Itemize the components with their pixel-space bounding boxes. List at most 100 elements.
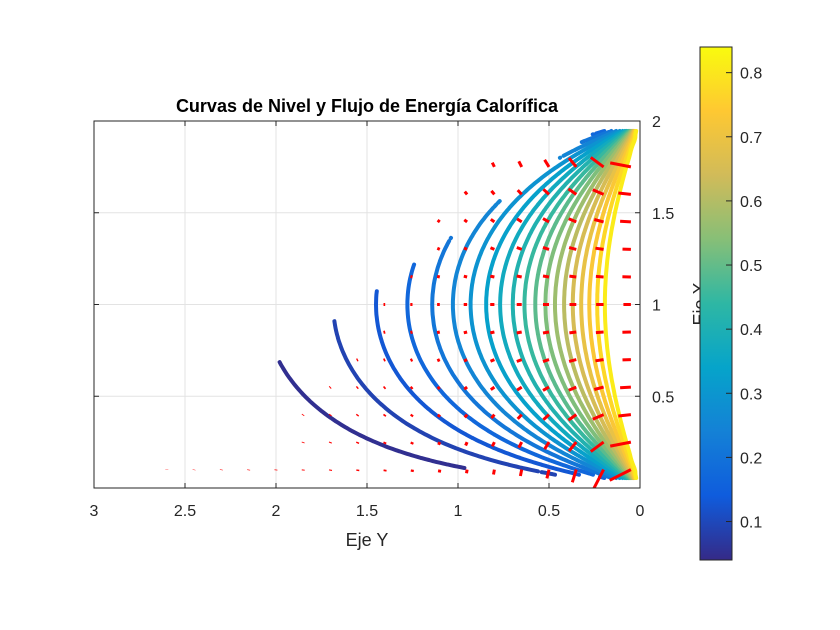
flow-arrow xyxy=(301,413,305,417)
flow-arrow xyxy=(436,358,441,363)
flow-arrow xyxy=(463,385,469,391)
x-tick-label: 0.5 xyxy=(538,503,560,520)
colorbar-ticks: 0.1 0.2 0.3 0.4 0.5 0.6 0.7 0.8 xyxy=(726,66,762,532)
flow-arrow xyxy=(355,385,359,390)
flow-arrow xyxy=(516,385,523,392)
flow-arrow xyxy=(595,246,604,251)
colorbar-tick-label: 0.8 xyxy=(740,66,762,83)
flow-arrow xyxy=(568,385,577,392)
flow-arrow xyxy=(464,441,469,447)
colorbar xyxy=(699,46,733,561)
flow-arrow xyxy=(436,330,441,335)
flow-arrow xyxy=(463,190,469,196)
flow-arrow xyxy=(542,413,551,421)
flow-arrow xyxy=(516,358,523,363)
flow-arrow xyxy=(568,358,577,363)
flow-arrow xyxy=(492,469,496,475)
x-tick-label: 1 xyxy=(454,503,463,520)
contour-line xyxy=(277,360,467,470)
flow-arrow xyxy=(490,189,496,196)
flow-arrow xyxy=(542,188,551,196)
colorbar-tick-label: 0.2 xyxy=(740,450,762,467)
flow-arrow xyxy=(490,161,496,168)
flow-arrow xyxy=(436,246,441,251)
colorbar-tick-label: 0.4 xyxy=(740,322,762,339)
flow-arrow xyxy=(328,385,332,389)
flow-arrow xyxy=(592,468,605,488)
flow-arrow xyxy=(620,219,631,224)
heat-flow-arrows xyxy=(165,156,632,488)
flow-arrow xyxy=(609,468,632,482)
flow-arrow xyxy=(620,385,631,390)
flow-arrow xyxy=(436,219,441,224)
flow-arrow xyxy=(542,274,550,279)
flow-arrow xyxy=(569,330,577,335)
flow-arrow xyxy=(542,358,550,364)
flow-arrow xyxy=(489,246,495,251)
flow-arrow xyxy=(589,440,605,453)
flow-arrow xyxy=(465,469,469,474)
flow-arrow xyxy=(463,274,468,279)
flow-arrow xyxy=(463,358,468,363)
flow-arrow xyxy=(490,413,496,420)
flow-arrow xyxy=(437,441,442,446)
flow-arrow xyxy=(569,274,577,279)
flow-arrow xyxy=(516,217,523,224)
flow-arrow xyxy=(593,218,604,224)
flow-arrow xyxy=(436,274,441,279)
y-tick-label: 1.5 xyxy=(652,206,674,223)
flow-arrow xyxy=(595,274,604,279)
flow-arrow xyxy=(382,358,386,362)
flow-arrow xyxy=(542,217,550,224)
flow-arrow xyxy=(543,441,551,450)
flow-arrow xyxy=(543,159,551,168)
flow-arrow xyxy=(489,385,496,391)
colorbar-tick-label: 0.1 xyxy=(740,515,762,532)
flow-arrow xyxy=(567,413,578,422)
y-tick-label: 2 xyxy=(652,114,661,131)
colorbar-tick-label: 0.5 xyxy=(740,258,762,275)
flow-arrow xyxy=(516,274,522,279)
x-tick-label: 1.5 xyxy=(356,503,378,520)
flow-arrow xyxy=(516,246,523,251)
flow-arrow xyxy=(517,160,524,168)
flow-arrow xyxy=(489,330,495,335)
x-axis-label: Eje Y xyxy=(346,530,389,550)
flow-arrow xyxy=(518,469,524,477)
flow-arrow xyxy=(618,191,632,196)
flow-arrow xyxy=(568,246,577,251)
contour-line xyxy=(332,319,557,477)
y-axis-ticks: 0.5 1 1.5 2 xyxy=(94,114,674,406)
flow-arrow xyxy=(410,441,414,445)
flow-arrow xyxy=(618,413,632,418)
flow-arrow xyxy=(382,385,387,390)
contour-line xyxy=(374,289,581,477)
flow-arrow xyxy=(328,413,332,417)
flow-arrow xyxy=(410,275,413,279)
y-tick-label: 0.5 xyxy=(652,389,674,406)
flow-arrow xyxy=(542,385,550,392)
flow-arrow xyxy=(542,330,550,335)
flow-arrow xyxy=(463,413,469,419)
flow-arrow xyxy=(490,441,496,448)
flow-arrow xyxy=(609,440,632,448)
y-tick-label: 1 xyxy=(652,298,661,315)
x-tick-label: 0 xyxy=(636,503,645,520)
flow-arrow xyxy=(609,161,632,169)
flow-arrow xyxy=(589,156,605,169)
flow-arrow xyxy=(409,358,414,362)
chart-title: Curvas de Nivel y Flujo de Energía Calor… xyxy=(176,96,559,116)
flow-arrow xyxy=(489,358,495,363)
flow-arrow xyxy=(489,218,496,224)
flow-arrow xyxy=(567,157,578,168)
flow-arrow xyxy=(355,441,360,444)
contour-line xyxy=(602,129,639,480)
flow-arrow xyxy=(545,469,551,479)
flow-arrow xyxy=(595,330,604,335)
flow-arrow xyxy=(516,189,523,196)
flow-arrow xyxy=(516,413,523,420)
flow-arrow xyxy=(463,330,468,335)
colorbar-tick-label: 0.7 xyxy=(740,130,762,147)
flow-arrow xyxy=(593,385,604,391)
